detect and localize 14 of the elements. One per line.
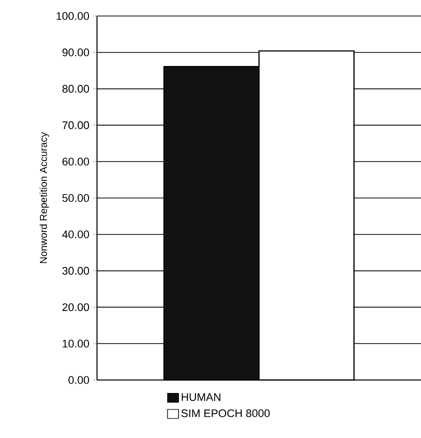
y-tick-label: 50.00 (62, 194, 90, 202)
y-tick-label: 70.00 (62, 121, 90, 130)
y-tick-label: 10.00 (62, 340, 90, 348)
y-tick-label: 90.00 (62, 48, 90, 56)
y-tick-label: 60.00 (62, 158, 90, 166)
legend-label: HUMAN (182, 393, 220, 401)
y-tick-label: 40.00 (62, 230, 90, 238)
y-tick-label: 20.00 (62, 303, 90, 312)
y-tick-label: 100.00 (56, 12, 90, 20)
legend-label: SIM EPOCH 8000 (181, 409, 270, 418)
y-tick-label: 0.00 (68, 376, 90, 384)
y-tick-label: 80.00 (62, 84, 90, 93)
y-tick-label: 30.00 (62, 266, 90, 275)
y-axis-title: Nonword Repetition Accuracy (40, 132, 49, 264)
